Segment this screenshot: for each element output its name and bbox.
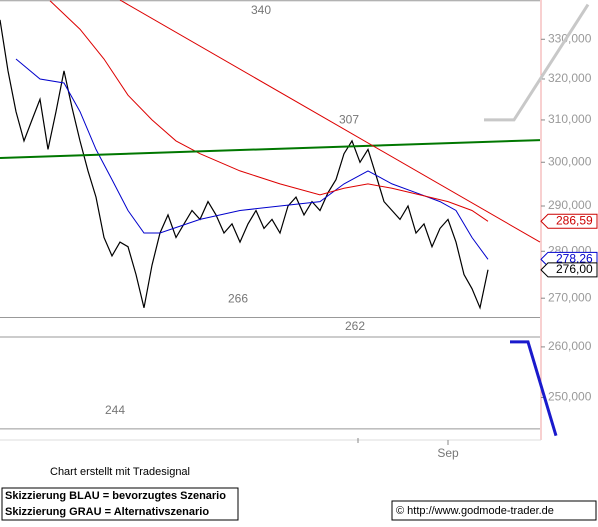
price-tag-label: 278,26 — [556, 251, 593, 265]
price-tag-label: 276,00 — [556, 262, 593, 276]
level-label: 244 — [105, 403, 125, 417]
y-tick-label: 260,000 — [548, 339, 592, 353]
series-line — [0, 19, 489, 310]
y-tick-label: 320,000 — [548, 71, 592, 85]
notes-box — [1, 487, 239, 521]
level-label: 340 — [251, 3, 271, 17]
series-line — [15, 58, 489, 260]
copyright: © http://www.godmode-trader.de — [396, 505, 554, 517]
series-line — [0, 139, 541, 159]
x-tick-label: Sep — [437, 446, 459, 460]
y-tick-label: 270,000 — [548, 290, 592, 304]
price-tag-label: 286,59 — [556, 213, 593, 227]
credit: Chart erstellt mit Tradesignal — [50, 466, 190, 478]
y-tick-label: 250,000 — [548, 390, 592, 404]
level-label: 266 — [228, 292, 248, 306]
series-line — [484, 3, 590, 122]
series-line — [510, 340, 558, 437]
y-tick-label: 310,000 — [548, 112, 592, 126]
price-tag — [540, 262, 598, 278]
price-tag — [540, 213, 598, 229]
level-label: 262 — [345, 319, 365, 333]
peak-label: 307 — [339, 113, 359, 127]
y-tick-label: 290,000 — [548, 198, 592, 212]
series-line — [119, 0, 541, 243]
y-tick-label: 300,000 — [548, 154, 592, 168]
series-line — [49, 0, 489, 222]
y-tick-label: 330,000 — [548, 31, 592, 45]
note: Skizzierung BLAU = bevorzugtes Szenario — [5, 490, 226, 502]
note: Skizzierung GRAU = Alternativszenario — [5, 506, 209, 518]
copyright-box — [391, 500, 597, 521]
